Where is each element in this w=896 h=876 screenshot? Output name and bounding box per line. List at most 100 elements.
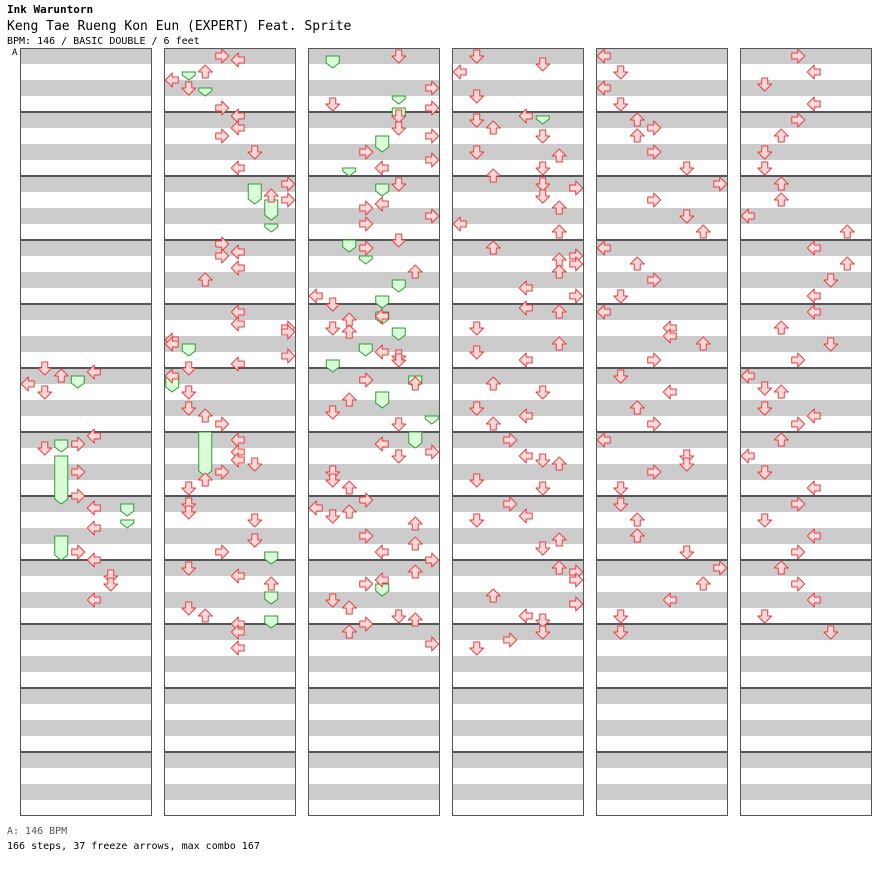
beat-stripe [452, 688, 584, 704]
freeze-arrow [264, 591, 279, 605]
step-arrow-up [263, 576, 279, 591]
measure-frame [740, 688, 872, 752]
beat-stripe [452, 784, 584, 800]
beat-stripe [308, 688, 440, 704]
step-arrow-right [359, 372, 374, 388]
beat-stripe [740, 656, 872, 672]
beat-stripe [596, 528, 728, 544]
step-arrow-down [679, 457, 695, 472]
step-arrow-right [569, 256, 584, 272]
step-arrow-down [325, 465, 341, 480]
measure-frame [308, 496, 440, 560]
measure-frame [452, 48, 584, 112]
beat-stripe [20, 48, 152, 64]
measure-frame [164, 432, 296, 496]
measure-frame [20, 432, 152, 496]
beat-stripe [452, 592, 584, 608]
freeze-arrow [358, 343, 373, 357]
beat-stripe [164, 688, 296, 704]
step-arrow-down [181, 561, 197, 576]
step-arrow-up [485, 240, 501, 255]
beat-stripe [452, 176, 584, 192]
beat-stripe [164, 528, 296, 544]
measure-frame [740, 624, 872, 688]
step-arrow-up [551, 532, 567, 547]
step-arrow-up [695, 224, 711, 239]
step-arrow-down [103, 569, 119, 584]
step-arrow-down [469, 473, 485, 488]
measure-frame [596, 176, 728, 240]
step-arrow-right [71, 544, 86, 560]
measure-frame [20, 304, 152, 368]
step-arrow-down [757, 609, 773, 624]
step-arrow-left [596, 304, 611, 320]
freeze-arrow [264, 615, 279, 629]
step-arrow-down [247, 513, 263, 528]
beat-stripe [308, 48, 440, 64]
measure-frame [20, 688, 152, 752]
step-arrow-down [325, 321, 341, 336]
step-arrow-up [407, 612, 423, 627]
measure-frame [740, 112, 872, 176]
beat-stripe [20, 592, 152, 608]
measure-frame [308, 688, 440, 752]
beat-stripe [20, 752, 152, 768]
step-arrow-down [469, 113, 485, 128]
freeze-arrow [408, 431, 423, 449]
beat-stripe [596, 688, 728, 704]
beat-stripe [164, 400, 296, 416]
beat-stripe [452, 432, 584, 448]
beat-stripe [308, 80, 440, 96]
beat-stripe [740, 368, 872, 384]
beat-stripe [452, 208, 584, 224]
step-arrow-down [469, 401, 485, 416]
beat-stripe [164, 624, 296, 640]
step-arrow-down [535, 161, 551, 176]
beat-stripe [308, 720, 440, 736]
step-arrow-right [359, 216, 374, 232]
freeze-arrow [198, 431, 213, 477]
beat-stripe [20, 304, 152, 320]
step-arrow-up [551, 224, 567, 239]
step-arrow-up [773, 320, 789, 335]
step-arrow-left [518, 448, 533, 464]
step-arrow-left [596, 48, 611, 64]
step-arrow-up [407, 536, 423, 551]
beat-stripe [596, 464, 728, 480]
step-arrow-down [325, 509, 341, 524]
step-arrow-down [469, 513, 485, 528]
measure-frame [308, 368, 440, 432]
beat-stripe [20, 80, 152, 96]
step-arrow-up [407, 564, 423, 579]
freeze-arrow [358, 255, 373, 265]
step-arrow-right [791, 352, 806, 368]
beat-stripe [596, 304, 728, 320]
step-arrow-right [791, 416, 806, 432]
step-arrow-right [569, 596, 584, 612]
step-arrow-right [281, 324, 296, 340]
beat-stripe [164, 784, 296, 800]
chart-title: Keng Tae Rueng Kon Eun (EXPERT) Feat. Sp… [7, 19, 352, 34]
step-arrow-right [71, 436, 86, 452]
step-arrow-left [806, 528, 821, 544]
step-arrow-down [469, 641, 485, 656]
freeze-arrow [120, 503, 135, 517]
step-arrow-left [374, 160, 389, 176]
beat-stripe [740, 464, 872, 480]
step-arrow-up [551, 456, 567, 471]
beat-stripe [164, 208, 296, 224]
measure-frame [308, 432, 440, 496]
step-arrow-up [341, 392, 357, 407]
step-arrow-down [181, 601, 197, 616]
beat-stripe [596, 560, 728, 576]
step-arrow-right [425, 636, 440, 652]
beat-stripe [740, 624, 872, 640]
step-arrow-left [452, 216, 467, 232]
step-arrow-right [215, 128, 230, 144]
beat-stripe [740, 240, 872, 256]
beat-stripe [164, 464, 296, 480]
step-arrow-down [37, 361, 53, 376]
step-arrow-left [86, 428, 101, 444]
measure-frame [596, 48, 728, 112]
step-arrow-down [181, 505, 197, 520]
